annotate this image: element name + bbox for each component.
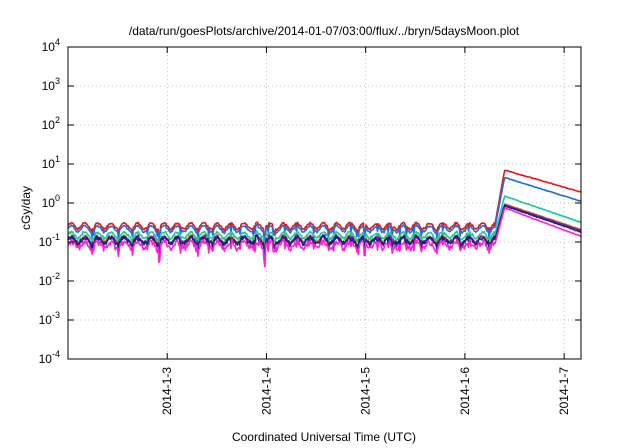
grid [68,46,581,360]
y-tick-label: 10-2 [39,271,60,288]
series-line [67,205,582,259]
y-tick-label: 100 [42,193,60,210]
x-tick-label: 2014-1-6 [458,367,472,415]
y-tick-label: 10-3 [39,310,60,327]
series-group [67,169,582,268]
y-tick-label: 102 [42,115,60,132]
x-tick-label: 2014-1-3 [160,367,174,415]
series-line [67,195,582,254]
y-axis: 104 103 102 101 100 10-1 10-2 10-3 10-4 [39,37,581,366]
y-tick-label: 101 [42,154,60,171]
x-tick-label: 2014-1-7 [557,367,571,415]
series-line [67,176,582,247]
x-tick-label: 2014-1-4 [259,367,273,415]
y-tick-label: 10-4 [39,349,60,366]
y-tick-label: 10-1 [39,232,60,249]
chart-title: /data/run/goesPlots/archive/2014-01-07/0… [129,24,520,38]
y-axis-label: cGy/day [19,186,33,230]
x-axis: 2014-1-3 2014-1-4 2014-1-5 2014-1-6 2014-1-7 [160,47,571,415]
y-tick-label: 103 [42,76,60,93]
series-line [67,207,582,268]
y-tick-label: 104 [42,37,60,54]
x-axis-label: Coordinated Universal Time (UTC) [232,430,416,444]
x-tick-label: 2014-1-5 [359,367,373,415]
